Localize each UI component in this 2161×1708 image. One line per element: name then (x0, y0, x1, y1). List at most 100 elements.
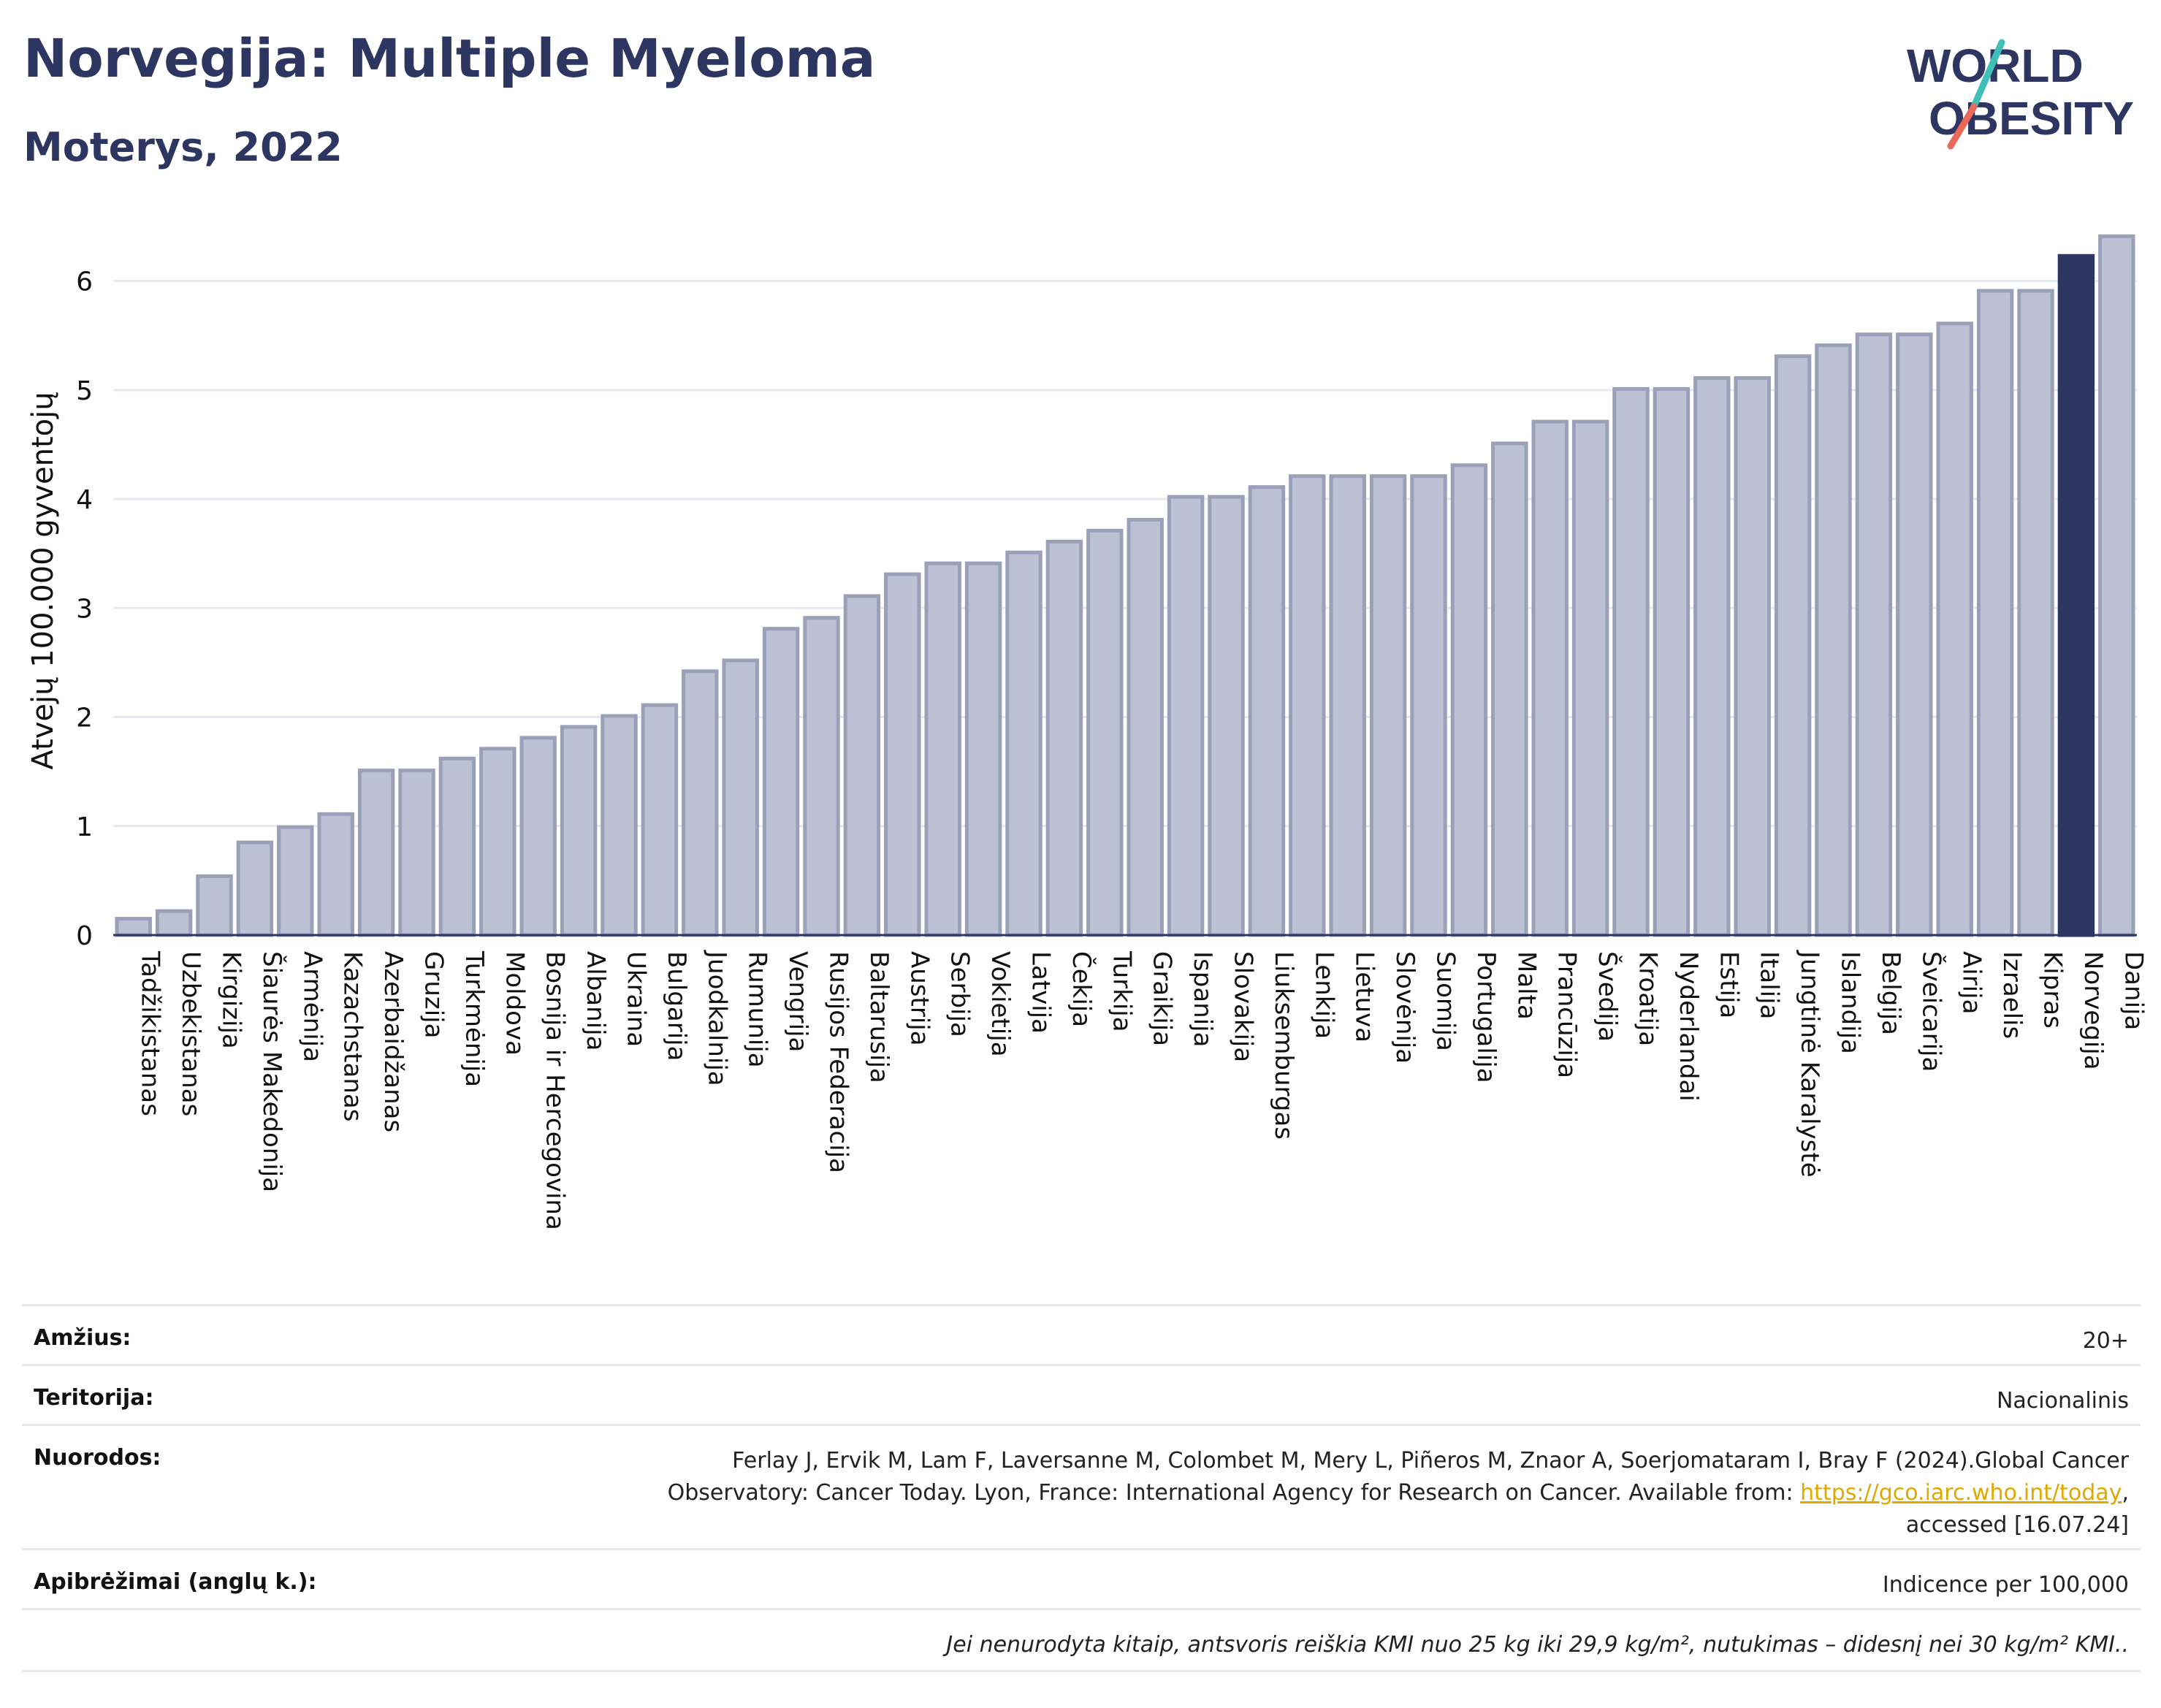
x-tick-label: Portugalija (1471, 951, 1501, 1083)
bar[interactable] (155, 909, 193, 937)
y-tick-label: 5 (76, 376, 93, 406)
x-tick-label: Liuksemburgas (1269, 951, 1298, 1140)
x-tick-label: Prancūzija (1552, 951, 1582, 1078)
bar[interactable] (924, 561, 961, 937)
bar[interactable] (1410, 474, 1447, 937)
chart-subtitle: Moterys, 2022 (23, 124, 343, 170)
bar[interactable] (601, 714, 638, 937)
bar[interactable] (641, 703, 679, 937)
bar[interactable] (1127, 517, 1164, 937)
bar[interactable] (682, 669, 719, 937)
bar[interactable] (115, 917, 152, 937)
x-tick-label: Vokietija (986, 951, 1015, 1057)
references-link[interactable]: https://gco.iarc.who.int/today (1800, 1480, 2122, 1506)
x-tick-label: Kroatija (1634, 951, 1663, 1046)
bar[interactable] (964, 561, 1002, 937)
bar[interactable] (1329, 474, 1366, 937)
bar[interactable] (1855, 332, 1893, 937)
bar[interactable] (1289, 474, 1326, 937)
bar[interactable] (803, 616, 840, 937)
x-tick-label: Švedija (1593, 951, 1623, 1042)
bar[interactable] (1450, 463, 1488, 937)
x-tick-label: Graikija (1148, 951, 1177, 1046)
x-tick-label: Gruzija (419, 951, 449, 1038)
bar[interactable] (1936, 321, 1973, 937)
y-tick-label: 6 (76, 267, 93, 297)
y-tick-label: 0 (76, 921, 93, 951)
bar[interactable] (479, 747, 517, 937)
x-tick-label: Ispanija (1188, 951, 1217, 1047)
bar[interactable] (762, 627, 800, 937)
chart-title: Norvegija: Multiple Myeloma (23, 28, 876, 89)
x-tick-label: Juodkalnija (702, 950, 731, 1086)
references-label: Nuorodos: (34, 1445, 161, 1471)
y-axis-label: Atvejų 100.000 gyventojų (26, 392, 60, 769)
bar[interactable] (1896, 332, 1933, 937)
bars (115, 234, 2135, 937)
bar[interactable] (722, 658, 759, 937)
x-tick-label: Danija (2119, 951, 2148, 1030)
x-tick-label: Vengrija (783, 951, 812, 1052)
references-line1: Ferlay J, Ervik M, Lam F, Laversanne M, … (732, 1448, 2129, 1473)
age-label: Amžius: (34, 1325, 132, 1351)
x-tick-label: Bosnija ir Hercegovina (541, 951, 570, 1230)
x-tick-label: Estija (1714, 951, 1743, 1018)
bar[interactable] (2017, 289, 2054, 937)
x-tick-label: Baltarusija (864, 951, 893, 1083)
x-tick-label: Latvija (1026, 951, 1056, 1034)
bar[interactable] (884, 572, 921, 937)
x-tick-label: Airija (1957, 951, 1986, 1014)
x-tick-label: Uzbekistanas (176, 951, 205, 1116)
definitions-value: Indicence per 100,000 (1882, 1572, 2129, 1598)
bar[interactable] (196, 874, 233, 937)
bar[interactable] (398, 769, 435, 937)
bar[interactable] (1815, 343, 1852, 937)
bar[interactable] (1045, 539, 1083, 937)
footnote: Jei nenurodyta kitaip, antsvoris reiškia… (946, 1632, 2129, 1658)
bar[interactable] (1571, 419, 1609, 937)
bar[interactable] (317, 812, 354, 937)
bar-highlight[interactable] (2057, 253, 2095, 937)
x-tick-label: Turkija (1107, 950, 1136, 1032)
x-tick-label: Armėnija (297, 951, 327, 1062)
bar[interactable] (1369, 474, 1407, 937)
bar[interactable] (438, 756, 476, 937)
bar[interactable] (1005, 550, 1043, 937)
y-tick-label: 2 (76, 704, 93, 733)
bar[interactable] (519, 736, 557, 937)
logo-line2: OBESITY (1929, 92, 2134, 145)
bar[interactable] (1976, 289, 2014, 937)
x-tick-label: Kirgizija (217, 951, 246, 1049)
bar[interactable] (1167, 495, 1205, 937)
references-value: Ferlay J, Ervik M, Lam F, Laversanne M, … (667, 1448, 2129, 1538)
meta-row-footnote: Jei nenurodyta kitaip, antsvoris reiškia… (22, 1608, 2141, 1672)
bar[interactable] (277, 825, 314, 937)
x-tick-label: Malta (1512, 951, 1541, 1020)
x-tick-label: Norvegija (2078, 951, 2108, 1070)
bar[interactable] (1248, 485, 1286, 937)
x-tick-label: Lenkija (1309, 951, 1338, 1039)
x-tick-label: Izraelis (1997, 951, 2027, 1039)
x-tick-label: Slovakija (1229, 951, 1258, 1062)
bar[interactable] (560, 725, 598, 937)
bar[interactable] (1693, 375, 1731, 937)
bar[interactable] (1208, 495, 1245, 937)
bar[interactable] (1774, 354, 1812, 937)
x-tick-label: Italija (1755, 951, 1784, 1019)
age-value: 20+ (2082, 1328, 2129, 1354)
bar[interactable] (1491, 441, 1528, 937)
bar-chart: 0 1 2 3 4 5 6 Tadžikistanas Uzbekistanas Kirgizi… (26, 234, 2148, 1230)
bar[interactable] (843, 594, 881, 937)
bar[interactable] (1086, 528, 1124, 937)
bar[interactable] (2098, 234, 2135, 937)
bar[interactable] (1734, 375, 1771, 937)
bar[interactable] (357, 769, 395, 937)
territory-label: Teritorija: (34, 1385, 154, 1411)
y-axis-ticks: 0 1 2 3 4 5 6 (76, 267, 93, 951)
x-tick-label: Ukraina (622, 951, 651, 1047)
bar[interactable] (236, 840, 274, 937)
bar[interactable] (1531, 419, 1569, 937)
bar[interactable] (1653, 386, 1691, 937)
x-tick-label: Rumunija (743, 951, 772, 1068)
bar[interactable] (1612, 386, 1650, 937)
